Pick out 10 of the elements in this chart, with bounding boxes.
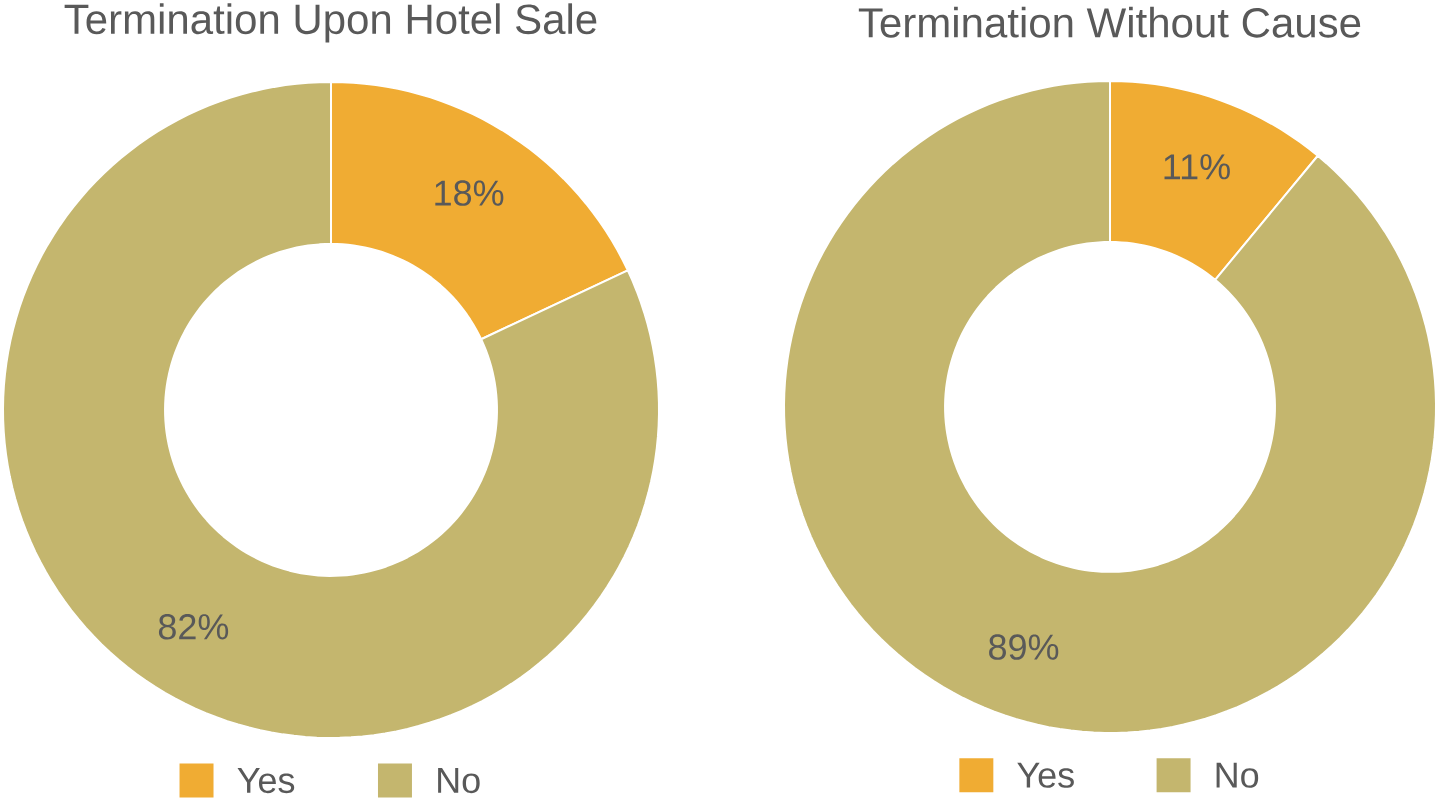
legend-label: Yes <box>1017 762 1074 788</box>
legend-label: No <box>438 768 480 794</box>
data-label: 11% <box>1164 154 1230 180</box>
data-label: 82% <box>158 614 229 640</box>
chart-title: Termination Without Cause <box>858 6 1361 38</box>
data-label: 18% <box>435 180 504 206</box>
legend-label: Yes <box>237 768 295 794</box>
data-label: 89% <box>989 634 1059 660</box>
chart-title: Termination Upon Hotel Sale <box>64 3 597 43</box>
legend-label: No <box>1216 762 1259 788</box>
